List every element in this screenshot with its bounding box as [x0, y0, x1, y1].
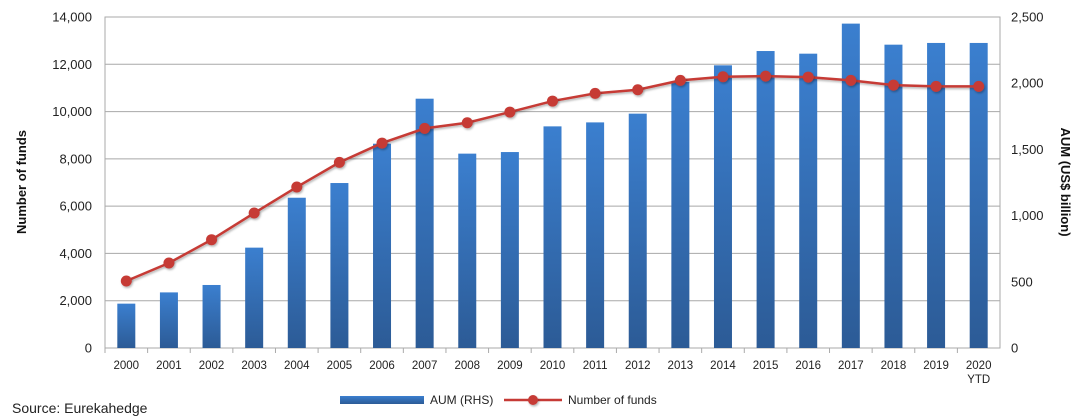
funds-point-2004 — [291, 181, 303, 193]
aum-bar-2010 — [543, 126, 562, 348]
aum-bar-2006 — [373, 143, 392, 348]
source-note: Source: Eurekahedge — [12, 400, 148, 416]
right-axis-ticks: 0 500 1,000 1,500 2,000 2,500 — [1011, 10, 1044, 356]
x-tick-label: 2006 — [369, 360, 395, 372]
x-tick-label: 2001 — [156, 360, 182, 372]
funds-line — [120, 70, 985, 287]
left-tick-label: 6,000 — [59, 199, 92, 214]
funds-point-2010 — [547, 95, 558, 107]
x-tick-label: 2012 — [625, 360, 651, 372]
aum-bar-2020 — [969, 42, 988, 348]
aum-bar-2000 — [117, 303, 136, 348]
x-tick-label: 2003 — [241, 360, 267, 372]
funds-point-2007 — [419, 122, 431, 134]
funds-point-2016 — [802, 71, 814, 83]
aum-bar-2001 — [159, 292, 178, 348]
funds-point-2003 — [248, 207, 260, 219]
aum-bar-2018 — [884, 44, 903, 348]
left-tick-label: 0 — [85, 341, 92, 356]
right-tick-label: 0 — [1011, 341, 1018, 356]
aum-bar-2002 — [202, 284, 221, 348]
x-tick-label: 2013 — [668, 360, 694, 372]
legend-label-aum: AUM (RHS) — [430, 393, 493, 407]
aum-bar-2005 — [330, 183, 349, 348]
x-tick-label: 2014 — [710, 360, 736, 372]
x-tick-label: 2016 — [795, 360, 821, 372]
left-tick-label: 4,000 — [59, 246, 92, 261]
aum-bar-2003 — [245, 247, 264, 348]
x-tick-label: 2019 — [923, 360, 949, 372]
aum-bar-2007 — [415, 98, 434, 349]
funds-point-2015 — [760, 70, 772, 82]
left-axis-ticks: 0 2,000 4,000 6,000 8,000 10,000 12,000 14,000 — [52, 10, 92, 356]
funds-point-2017 — [845, 74, 857, 86]
right-axis-title: AUM (US$ billion) — [1058, 127, 1073, 236]
x-tick-label: 2000 — [114, 360, 140, 372]
aum-bar-2013 — [671, 81, 690, 348]
aum-bar-2009 — [500, 152, 519, 348]
x-tick-label: 2020 — [966, 360, 992, 372]
left-tick-label: 10,000 — [52, 104, 92, 119]
funds-point-2006 — [376, 137, 388, 149]
legend-swatch-aum — [340, 396, 424, 404]
left-tick-label: 14,000 — [52, 10, 92, 25]
aum-bar-2012 — [628, 113, 647, 348]
x-tick-sublabel: YTD — [967, 374, 990, 386]
x-tick-label: 2002 — [199, 360, 225, 372]
aum-bar-2011 — [586, 122, 605, 348]
funds-point-2013 — [674, 74, 686, 86]
funds-point-2001 — [163, 257, 175, 269]
x-tick-label: 2004 — [284, 360, 310, 372]
funds-point-2005 — [333, 156, 345, 168]
x-tick-label: 2007 — [412, 360, 438, 372]
aum-bars — [117, 23, 988, 349]
funds-point-2000 — [120, 275, 132, 287]
funds-point-2011 — [589, 87, 601, 99]
funds-point-2009 — [504, 106, 516, 118]
right-tick-label: 500 — [1011, 274, 1033, 289]
aum-bar-2004 — [287, 197, 306, 348]
left-axis-title: Number of funds — [14, 130, 29, 234]
funds-point-2018 — [887, 79, 899, 91]
aum-bar-2014 — [713, 65, 732, 349]
aum-bar-2016 — [799, 53, 818, 348]
legend: AUM (RHS) Number of funds — [340, 393, 657, 407]
x-tick-label: 2009 — [497, 360, 523, 372]
funds-point-2008 — [461, 117, 473, 129]
legend-label-funds: Number of funds — [568, 393, 657, 407]
x-tick-label: 2005 — [327, 360, 353, 372]
x-tick-label: 2018 — [881, 360, 907, 372]
x-tick-label: 2015 — [753, 360, 779, 372]
funds-point-2019 — [930, 80, 942, 92]
funds-point-2002 — [206, 234, 218, 246]
right-tick-label: 1,000 — [1011, 208, 1044, 223]
aum-bar-2008 — [458, 153, 477, 348]
funds-point-2014 — [717, 71, 729, 83]
x-tick-label: 2010 — [540, 360, 566, 372]
x-tick-label: 2008 — [454, 360, 480, 372]
aum-bar-2017 — [841, 23, 860, 349]
left-tick-label: 2,000 — [59, 293, 92, 308]
x-tick-label: 2017 — [838, 360, 864, 372]
legend-swatch-funds-marker — [528, 395, 538, 405]
right-tick-label: 2,000 — [1011, 76, 1044, 91]
funds-point-2012 — [632, 84, 644, 96]
left-tick-label: 8,000 — [59, 151, 92, 166]
x-axis-ticks: 2000 2001 2002 2003 2004 2005 2006 2007 2008 2009… — [104, 348, 992, 386]
right-tick-label: 1,500 — [1011, 142, 1044, 157]
right-tick-label: 2,500 — [1011, 10, 1044, 25]
left-tick-label: 12,000 — [52, 57, 92, 72]
funds-point-2020 — [973, 80, 985, 92]
aum-bar-2019 — [927, 42, 946, 348]
x-tick-label: 2011 — [583, 360, 608, 372]
aum-bar-2015 — [756, 51, 775, 349]
